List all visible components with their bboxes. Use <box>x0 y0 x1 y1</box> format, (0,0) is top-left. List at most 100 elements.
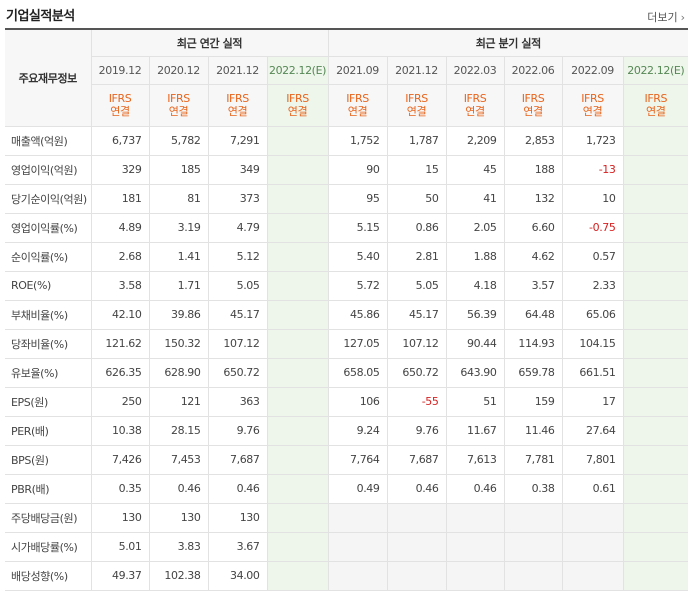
quarter-value-cell: 15 <box>387 155 447 185</box>
section-header: 기업실적분석 더보기 › <box>0 0 692 28</box>
quarter-value-cell: 90 <box>328 155 388 185</box>
quarter-value-cell <box>623 329 689 359</box>
quarter-value-cell: 95 <box>328 184 388 214</box>
consolidated-label: 연결 <box>287 105 308 118</box>
quarter-value-cell: 17 <box>562 386 624 417</box>
quarter-value-cell: 5.15 <box>328 212 388 243</box>
annual-value-cell: 45.17 <box>208 299 268 330</box>
quarter-value-cell: 3.57 <box>504 271 563 301</box>
row-label: 유보율(%) <box>5 358 92 388</box>
annual-value-cell: 7,453 <box>149 445 209 475</box>
quarter-value-cell: 0.57 <box>562 242 624 272</box>
ifrs-basis-label: IFRS 연결 <box>504 84 563 127</box>
quarter-value-cell <box>623 532 689 562</box>
quarter-value-cell <box>562 532 624 562</box>
table-row: 시가배당률(%) 5.01 3.83 3.67 <box>5 532 689 562</box>
quarter-value-cell: 1,723 <box>562 126 624 156</box>
annual-value-cell: 7,687 <box>208 445 268 475</box>
row-label: 당좌비율(%) <box>5 329 92 359</box>
annual-value-cell: 28.15 <box>149 416 209 446</box>
quarter-value-cell: -0.75 <box>562 212 624 243</box>
consolidated-label: 연결 <box>168 105 189 118</box>
annual-value-cell: 121.62 <box>91 329 150 359</box>
annual-value-cell: 102.38 <box>149 561 209 591</box>
annual-value-cell: 363 <box>208 386 268 417</box>
quarter-value-cell: 659.78 <box>504 358 563 388</box>
annual-group-header: 최근 연간 실적 <box>91 28 329 57</box>
quarter-value-cell: 188 <box>504 155 563 185</box>
quarter-value-cell <box>623 561 689 591</box>
annual-value-cell: 0.46 <box>208 474 268 504</box>
chevron-right-icon: › <box>680 10 685 24</box>
quarter-value-cell: 9.76 <box>387 416 447 446</box>
ifrs-label: IFRS <box>521 92 545 105</box>
quarter-value-cell <box>387 532 447 562</box>
quarter-value-cell: 1,787 <box>387 126 447 156</box>
annual-value-cell: 3.58 <box>91 271 150 301</box>
quarter-value-cell: 11.67 <box>446 416 505 446</box>
quarter-value-cell: 107.12 <box>387 329 447 359</box>
consolidated-label: 연결 <box>110 105 130 118</box>
corner-label: 주요재무정보 <box>5 28 92 127</box>
annual-value-cell: 2.68 <box>91 242 150 272</box>
quarter-value-cell <box>562 502 624 533</box>
annual-value-cell <box>267 561 329 591</box>
row-label: ROE(%) <box>5 271 92 301</box>
table-row: EPS(원) 250 121 363 106 -55 51 159 17 <box>5 386 689 417</box>
table-row: 주당배당금(원) 130 130 130 <box>5 502 689 533</box>
quarter-value-cell: 159 <box>504 386 563 417</box>
ifrs-label: IFRS <box>346 92 369 105</box>
row-label: 당기순이익(억원) <box>5 184 92 214</box>
quarter-value-cell <box>387 502 447 533</box>
annual-value-cell: 628.90 <box>149 358 209 388</box>
quarter-value-cell: 41 <box>446 184 505 214</box>
annual-value-cell <box>267 358 329 388</box>
quarter-period-header: 2022.03 <box>446 56 505 85</box>
quarter-value-cell: -13 <box>562 155 624 185</box>
annual-value-cell <box>267 445 329 475</box>
annual-value-cell: 1.71 <box>149 271 209 301</box>
annual-value-cell <box>267 271 329 301</box>
annual-value-cell: 3.83 <box>149 532 209 562</box>
ifrs-label: IFRS <box>226 92 249 105</box>
quarter-value-cell <box>328 561 388 591</box>
quarter-value-cell: 10 <box>562 184 624 214</box>
more-link[interactable]: 더보기 › <box>647 9 685 25</box>
quarter-value-cell: 0.46 <box>387 474 447 504</box>
quarter-value-cell <box>623 126 689 156</box>
financial-table: 주요재무정보 최근 연간 실적 최근 분기 실적 2019.12 2020.12 2021… <box>5 28 689 591</box>
table-row: 유보율(%) 626.35 628.90 650.72 658.05 650.72 643.… <box>5 358 689 388</box>
quarter-value-cell <box>623 474 689 504</box>
annual-value-cell <box>267 299 329 330</box>
quarter-value-cell: 2.05 <box>446 212 505 243</box>
annual-value-cell: 3.67 <box>208 532 268 562</box>
annual-value-cell <box>267 416 329 446</box>
ifrs-basis-label: IFRS 연결 <box>623 84 689 127</box>
annual-value-cell: 10.38 <box>91 416 150 446</box>
annual-value-cell <box>267 532 329 562</box>
annual-value-cell: 329 <box>91 155 150 185</box>
annual-value-cell <box>267 212 329 243</box>
table-row: 매출액(억원) 6,737 5,782 7,291 1,752 1,787 2,209 2,8… <box>5 126 689 156</box>
quarter-value-cell: 7,764 <box>328 445 388 475</box>
quarter-period-header: 2022.09 <box>562 56 624 85</box>
annual-value-cell: 626.35 <box>91 358 150 388</box>
annual-value-cell: 373 <box>208 184 268 214</box>
quarter-value-cell: 114.93 <box>504 329 563 359</box>
consolidated-label: 연결 <box>523 105 543 118</box>
annual-value-cell <box>267 386 329 417</box>
quarter-value-cell <box>387 561 447 591</box>
annual-value-cell: 5.01 <box>91 532 150 562</box>
row-label: 배당성향(%) <box>5 561 92 591</box>
quarter-value-cell: 0.49 <box>328 474 388 504</box>
annual-value-cell <box>267 155 329 185</box>
table-row: 부채비율(%) 42.10 39.86 45.17 45.86 45.17 56.39 64.… <box>5 299 689 330</box>
annual-value-cell: 130 <box>91 502 150 533</box>
quarter-value-cell: 7,781 <box>504 445 563 475</box>
annual-value-cell: 4.79 <box>208 212 268 243</box>
annual-value-cell <box>267 126 329 156</box>
quarter-value-cell: 90.44 <box>446 329 505 359</box>
quarter-value-cell: 56.39 <box>446 299 505 330</box>
annual-value-cell: 650.72 <box>208 358 268 388</box>
quarter-value-cell: 51 <box>446 386 505 417</box>
